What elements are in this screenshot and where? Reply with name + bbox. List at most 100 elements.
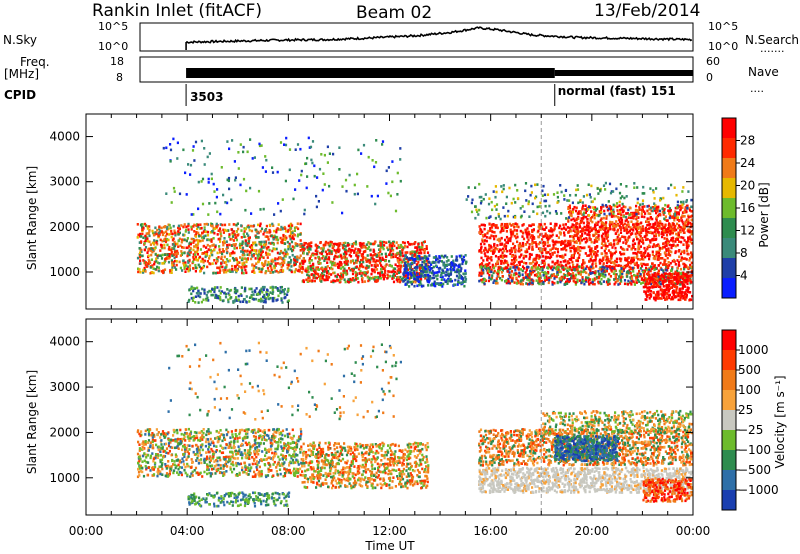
power-cell xyxy=(381,143,384,146)
power-cell xyxy=(228,147,231,151)
power-cell xyxy=(171,246,174,250)
power-cell xyxy=(530,268,534,272)
power-cell xyxy=(152,249,155,252)
power-cell xyxy=(433,261,436,264)
power-cell xyxy=(480,251,483,254)
power-cell xyxy=(590,265,593,269)
power-cell xyxy=(325,252,329,256)
power-cell xyxy=(325,267,328,271)
power-cell xyxy=(284,143,288,147)
power-cell xyxy=(556,259,559,263)
power-cell xyxy=(635,227,638,231)
power-cell xyxy=(237,151,240,154)
power-cell xyxy=(258,267,261,271)
power-cell xyxy=(687,244,690,248)
power-cell xyxy=(194,266,197,270)
power-cell xyxy=(602,269,605,272)
power-cell xyxy=(680,226,683,229)
power-cell xyxy=(510,279,513,282)
power-cell xyxy=(338,244,341,247)
power-cell xyxy=(298,243,301,246)
power-cell xyxy=(531,270,534,274)
power-cell xyxy=(214,244,217,247)
power-cell xyxy=(618,269,621,273)
power-cell xyxy=(619,231,623,234)
power-cell xyxy=(187,228,190,231)
power-cell xyxy=(631,215,634,219)
power-cell xyxy=(679,206,682,210)
power-cell xyxy=(594,259,597,262)
power-cell xyxy=(483,252,486,255)
power-cell xyxy=(172,137,175,141)
power-cell xyxy=(399,267,402,270)
power-cell xyxy=(513,281,516,284)
power-cell xyxy=(486,271,489,275)
power-cell xyxy=(399,280,402,284)
power-cell xyxy=(163,246,166,250)
power-cell xyxy=(648,208,651,211)
power-cell xyxy=(547,267,550,270)
power-cell xyxy=(198,255,202,259)
power-cell xyxy=(666,238,669,242)
power-cell xyxy=(304,242,307,245)
power-cell xyxy=(491,274,494,277)
power-cell xyxy=(662,263,665,266)
power-cell xyxy=(548,278,551,282)
power-cell xyxy=(627,225,630,228)
power-cell xyxy=(326,265,329,268)
power-cell xyxy=(336,279,339,282)
power-cell xyxy=(639,267,642,270)
power-cell xyxy=(370,256,373,260)
power-cell xyxy=(216,233,219,236)
power-cell xyxy=(219,212,222,216)
power-cell xyxy=(488,268,491,272)
power-cell xyxy=(581,246,584,250)
power-cell xyxy=(273,266,276,270)
power-cell xyxy=(288,242,291,246)
power-cell xyxy=(439,283,442,287)
power-cell xyxy=(615,257,618,261)
power-cell xyxy=(435,264,438,268)
power-cell xyxy=(291,253,294,257)
power-cell xyxy=(433,276,436,280)
power-cell xyxy=(235,296,238,299)
power-cell xyxy=(521,282,524,286)
power-cell xyxy=(515,276,518,280)
power-cell xyxy=(575,225,578,228)
power-cell xyxy=(657,244,661,248)
power-cell xyxy=(564,283,567,286)
power-cell xyxy=(605,269,608,273)
power-cell xyxy=(313,164,316,168)
power-cell xyxy=(410,268,413,272)
power-cell xyxy=(276,227,279,230)
power-cell xyxy=(566,226,569,229)
power-cell xyxy=(389,246,392,249)
power-cell xyxy=(388,240,391,244)
power-cell xyxy=(291,249,294,253)
power-cell xyxy=(622,241,625,244)
power-cell xyxy=(192,145,195,148)
power-cell xyxy=(453,265,456,269)
power-cell xyxy=(367,266,370,269)
power-cell xyxy=(570,225,573,229)
power-cell xyxy=(640,277,644,280)
power-cell xyxy=(495,280,498,283)
power-cell xyxy=(414,241,417,244)
power-cell xyxy=(503,244,506,248)
power-cell xyxy=(581,207,584,211)
power-cell xyxy=(649,226,652,229)
power-cell xyxy=(510,259,514,262)
power-cell xyxy=(483,265,486,268)
power-cell xyxy=(651,245,654,249)
power-cell xyxy=(272,290,275,294)
power-cell xyxy=(239,143,242,146)
power-cell xyxy=(231,256,235,260)
power-cell xyxy=(273,296,276,300)
power-cell xyxy=(171,254,174,257)
power-cell xyxy=(652,266,655,270)
power-cell xyxy=(535,279,538,282)
power-cell xyxy=(589,248,592,251)
power-cell xyxy=(255,297,258,301)
power-cell xyxy=(372,259,375,263)
power-cell xyxy=(499,254,502,258)
